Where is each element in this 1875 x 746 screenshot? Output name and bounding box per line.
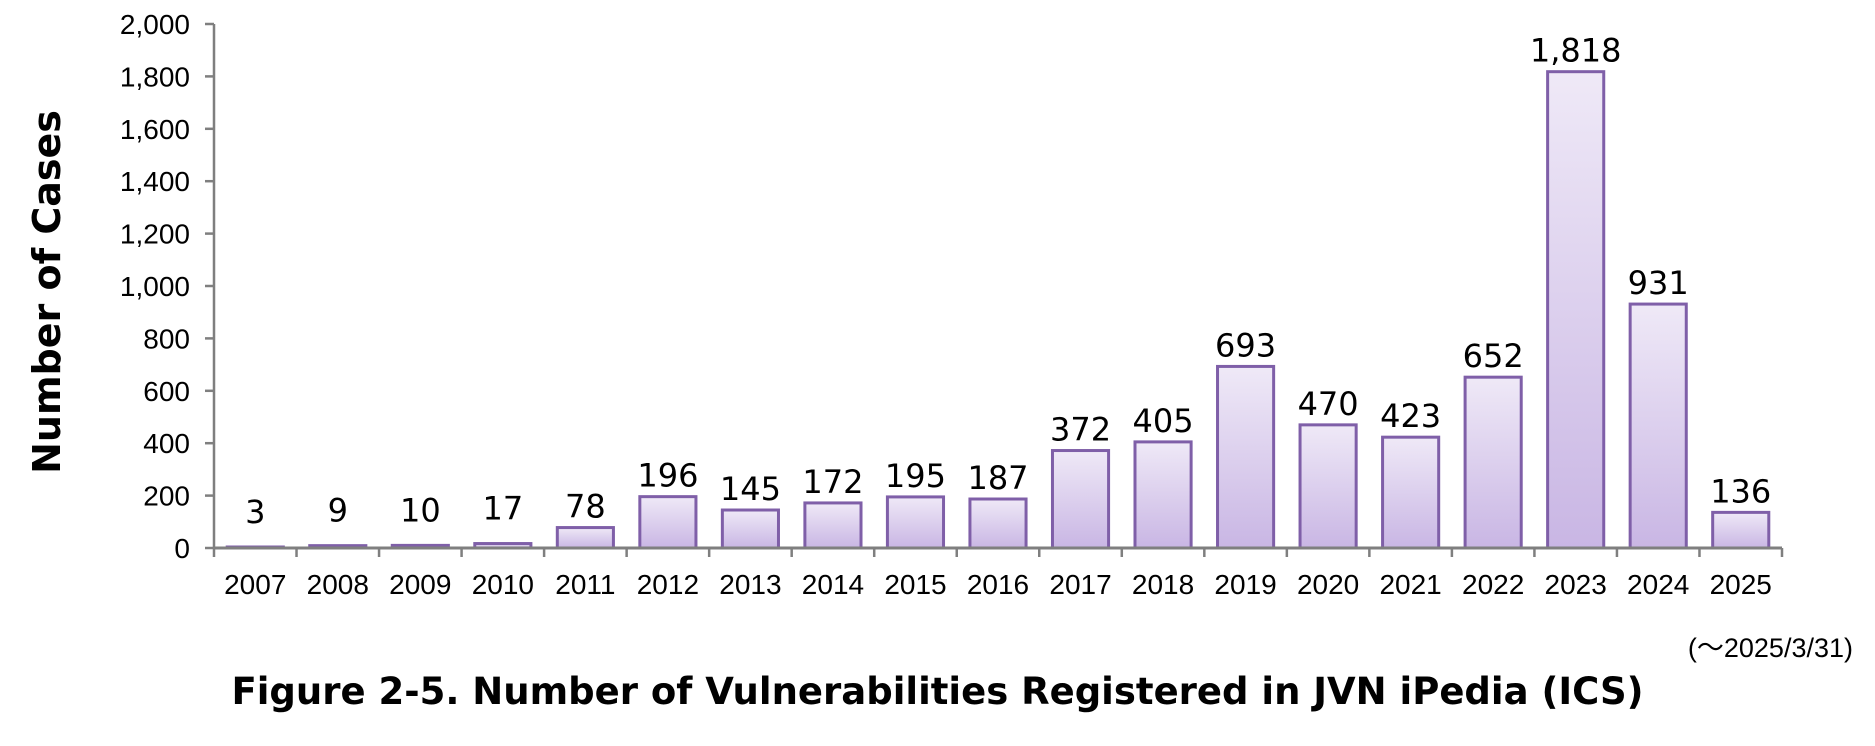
bar-2021 <box>1381 435 1441 550</box>
data-label-2022: 652 <box>1463 337 1524 375</box>
x-tick-label-2012: 2012 <box>637 569 699 600</box>
figure-caption: Figure 2-5. Number of Vulnerabilities Re… <box>231 670 1644 713</box>
y-tick-label: 600 <box>143 376 190 407</box>
y-tick-label: 800 <box>143 323 190 354</box>
data-label-2019: 693 <box>1215 326 1276 364</box>
date-note: (～2025/3/31) <box>1687 633 1853 663</box>
y-tick-label: 400 <box>143 428 190 459</box>
bar-chart: Number of Cases 0 200 400 600 800 1,000 1,200 1… <box>25 9 1784 600</box>
x-tick-label-2015: 2015 <box>884 569 946 600</box>
bar-2025 <box>1711 510 1771 550</box>
x-tick-label-2016: 2016 <box>967 569 1029 600</box>
x-tick-label-2009: 2009 <box>389 569 451 600</box>
data-label-2017: 372 <box>1050 411 1111 449</box>
data-label-2016: 187 <box>967 459 1028 497</box>
bar-2014 <box>803 501 863 550</box>
data-label-2011: 78 <box>565 488 606 526</box>
bars-group: 3 9 10 17 78 196 145 172 195 187 372 405 693 470 423 65… <box>225 32 1771 550</box>
x-tick-label-2023: 2023 <box>1545 569 1607 600</box>
data-label-2018: 405 <box>1133 402 1194 440</box>
y-tick-label: 1,200 <box>120 219 190 250</box>
x-tick-label-2022: 2022 <box>1462 569 1524 600</box>
bar-2019 <box>1216 364 1276 550</box>
y-tick-label: 1,800 <box>120 61 190 92</box>
y-tick-label: 200 <box>143 481 190 512</box>
bar-2018 <box>1133 440 1193 550</box>
x-tick-label-2010: 2010 <box>472 569 534 600</box>
x-tick-label-2007: 2007 <box>224 569 286 600</box>
x-tick-label-2025: 2025 <box>1710 569 1772 600</box>
bar-2011 <box>555 526 615 550</box>
y-tick-label: 1,000 <box>120 271 190 302</box>
x-tick-label-2021: 2021 <box>1379 569 1441 600</box>
bar-2022 <box>1463 375 1523 550</box>
x-tick-label-2019: 2019 <box>1214 569 1276 600</box>
y-tick-label: 1,600 <box>120 114 190 145</box>
bar-2023 <box>1546 70 1606 550</box>
bar-2017 <box>1050 449 1111 550</box>
bar-2024 <box>1628 302 1688 550</box>
data-label-2021: 423 <box>1380 397 1441 435</box>
data-label-2020: 470 <box>1298 385 1359 423</box>
data-label-2008: 9 <box>328 492 348 530</box>
data-label-2012: 196 <box>637 457 698 495</box>
bar-2016 <box>968 497 1028 550</box>
bar-2012 <box>638 495 698 550</box>
y-tick-label: 0 <box>174 533 190 564</box>
data-label-2014: 172 <box>802 463 863 501</box>
x-tick-label-2013: 2013 <box>719 569 781 600</box>
data-label-2007: 3 <box>245 493 265 531</box>
bar-2015 <box>885 495 946 550</box>
data-label-2025: 136 <box>1710 472 1771 510</box>
x-tick-label-2018: 2018 <box>1132 569 1194 600</box>
x-tick-label-2008: 2008 <box>307 569 369 600</box>
x-axis: 2007 2008 2009 2010 2011 2012 2013 2014 2015 2016… <box>212 546 1784 600</box>
bar-2020 <box>1298 423 1358 550</box>
data-label-2013: 145 <box>720 470 781 508</box>
y-tick-label: 1,400 <box>120 166 190 197</box>
x-tick-label-2017: 2017 <box>1049 569 1111 600</box>
data-label-2009: 10 <box>400 491 441 529</box>
x-tick-label-2011: 2011 <box>555 569 615 600</box>
data-label-2010: 17 <box>482 490 523 528</box>
x-tick-label-2020: 2020 <box>1297 569 1359 600</box>
y-axis: 0 200 400 600 800 1,000 1,200 1,400 1,600 1,800 2,… <box>120 9 216 564</box>
x-tick-label-2024: 2024 <box>1627 569 1689 600</box>
data-label-2015: 195 <box>885 457 946 495</box>
data-label-2023: 1,818 <box>1530 32 1622 70</box>
data-label-2024: 931 <box>1628 264 1689 302</box>
y-axis-title: Number of Cases <box>25 110 69 474</box>
bar-2013 <box>720 508 780 550</box>
x-tick-label-2014: 2014 <box>802 569 864 600</box>
y-tick-label: 2,000 <box>120 9 190 40</box>
